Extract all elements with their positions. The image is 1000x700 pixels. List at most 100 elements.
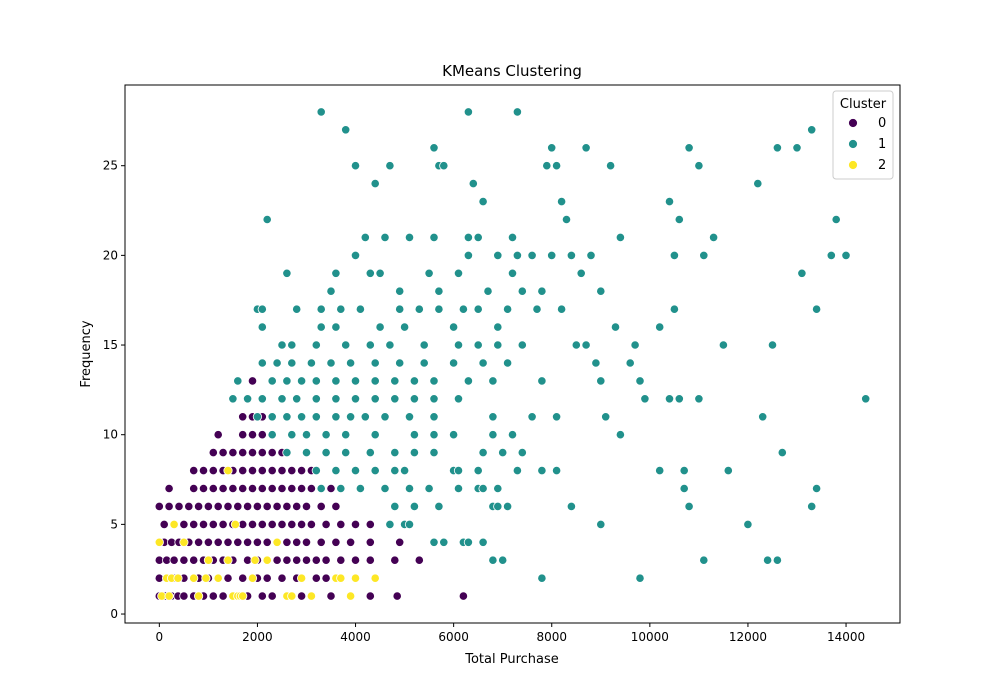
cluster-0-point bbox=[213, 430, 223, 440]
x-axis: 0 2000 4000 6000 8000 10000 12000 14000 bbox=[156, 623, 865, 644]
cluster-1-point bbox=[341, 340, 351, 350]
cluster-0-point bbox=[267, 465, 277, 476]
cluster-1-point bbox=[473, 304, 483, 314]
cluster-1-point bbox=[390, 465, 400, 476]
cluster-1-point bbox=[512, 107, 523, 117]
cluster-0-point bbox=[296, 591, 307, 601]
cluster-1-point bbox=[777, 447, 787, 458]
cluster-1-point bbox=[390, 447, 400, 458]
cluster-0-point bbox=[218, 447, 228, 458]
legend-label: 1 bbox=[878, 137, 886, 152]
cluster-0-point bbox=[223, 573, 233, 583]
cluster-1-point bbox=[537, 573, 547, 583]
cluster-0-point bbox=[267, 483, 277, 494]
cluster-2-point bbox=[336, 573, 346, 583]
cluster-1-point bbox=[493, 340, 503, 350]
cluster-2-point bbox=[306, 591, 316, 601]
cluster-1-point bbox=[498, 555, 508, 565]
cluster-1-point bbox=[537, 465, 547, 476]
cluster-2-point bbox=[350, 573, 361, 583]
cluster-0-point bbox=[194, 537, 204, 547]
cluster-1-point bbox=[301, 447, 312, 458]
cluster-1-point bbox=[341, 125, 351, 135]
y-tick-label: 15 bbox=[103, 338, 118, 352]
cluster-1-point bbox=[473, 340, 483, 350]
cluster-1-point bbox=[502, 304, 513, 314]
cluster-1-point bbox=[321, 430, 331, 440]
cluster-0-point bbox=[238, 412, 248, 422]
cluster-1-point bbox=[370, 394, 380, 404]
cluster-1-point bbox=[679, 465, 689, 476]
cluster-2-point bbox=[238, 591, 248, 601]
cluster-0-point bbox=[257, 483, 267, 494]
cluster-1-point bbox=[404, 519, 415, 530]
cluster-1-point bbox=[478, 537, 488, 547]
cluster-1-point bbox=[380, 412, 390, 422]
cluster-1-point bbox=[370, 430, 380, 440]
cluster-0-point bbox=[287, 465, 297, 476]
cluster-1-point bbox=[512, 465, 523, 476]
legend-label: 2 bbox=[878, 158, 886, 173]
cluster-1-point bbox=[316, 304, 326, 314]
cluster-1-point bbox=[527, 250, 537, 260]
cluster-0-point bbox=[392, 591, 402, 601]
cluster-0-point bbox=[247, 447, 258, 458]
cluster-0-point bbox=[350, 555, 361, 565]
cluster-1-point bbox=[512, 250, 523, 260]
cluster-0-point bbox=[179, 555, 189, 565]
cluster-2-point bbox=[201, 573, 211, 583]
cluster-1-point bbox=[861, 394, 871, 404]
cluster-0-point bbox=[243, 501, 253, 511]
cluster-0-point bbox=[292, 537, 302, 547]
cluster-1-point bbox=[581, 340, 591, 350]
cluster-1-point bbox=[360, 232, 370, 242]
cluster-1-point bbox=[301, 430, 312, 440]
cluster-1-point bbox=[453, 483, 464, 494]
x-tick-label: 12000 bbox=[729, 630, 767, 644]
cluster-0-point bbox=[306, 483, 316, 494]
cluster-1-point bbox=[478, 483, 488, 494]
cluster-0-point bbox=[336, 519, 346, 530]
cluster-1-point bbox=[311, 465, 321, 476]
cluster-1-point bbox=[473, 232, 483, 242]
cluster-1-point bbox=[375, 322, 385, 332]
x-tick-label: 10000 bbox=[631, 630, 669, 644]
cluster-1-point bbox=[478, 197, 488, 207]
cluster-1-point bbox=[537, 376, 547, 386]
cluster-2-point bbox=[345, 591, 356, 601]
cluster-1-point bbox=[282, 412, 292, 422]
cluster-1-point bbox=[792, 143, 802, 153]
cluster-0-point bbox=[331, 537, 341, 547]
cluster-1-point bbox=[272, 358, 282, 368]
cluster-1-point bbox=[684, 143, 694, 153]
cluster-0-point bbox=[184, 501, 194, 511]
cluster-1-point bbox=[767, 340, 778, 350]
cluster-1-point bbox=[488, 376, 498, 386]
cluster-1-point bbox=[385, 161, 395, 171]
legend-entries: 0 1 2 bbox=[848, 116, 886, 173]
cluster-1-point bbox=[664, 394, 675, 404]
cluster-0-point bbox=[189, 555, 199, 565]
cluster-1-point bbox=[331, 376, 341, 386]
cluster-1-point bbox=[316, 483, 326, 494]
cluster-1-point bbox=[453, 340, 464, 350]
cluster-1-point bbox=[483, 286, 493, 296]
cluster-1-point bbox=[458, 304, 468, 314]
cluster-0-point bbox=[301, 555, 312, 565]
cluster-1-point bbox=[561, 214, 572, 225]
cluster-1-point bbox=[488, 555, 498, 565]
cluster-0-point bbox=[189, 519, 199, 530]
cluster-1-point bbox=[493, 250, 503, 260]
cluster-0-point bbox=[194, 501, 204, 511]
cluster-1-point bbox=[282, 268, 292, 278]
cluster-1-point bbox=[493, 322, 503, 332]
cluster-0-point bbox=[336, 555, 346, 565]
cluster-1-point bbox=[341, 430, 351, 440]
cluster-0-point bbox=[311, 573, 321, 583]
x-tick-label: 8000 bbox=[536, 630, 567, 644]
cluster-0-point bbox=[198, 519, 209, 530]
chart-title: KMeans Clustering bbox=[442, 62, 582, 80]
cluster-1-point bbox=[409, 447, 419, 458]
cluster-1-point bbox=[439, 537, 449, 547]
